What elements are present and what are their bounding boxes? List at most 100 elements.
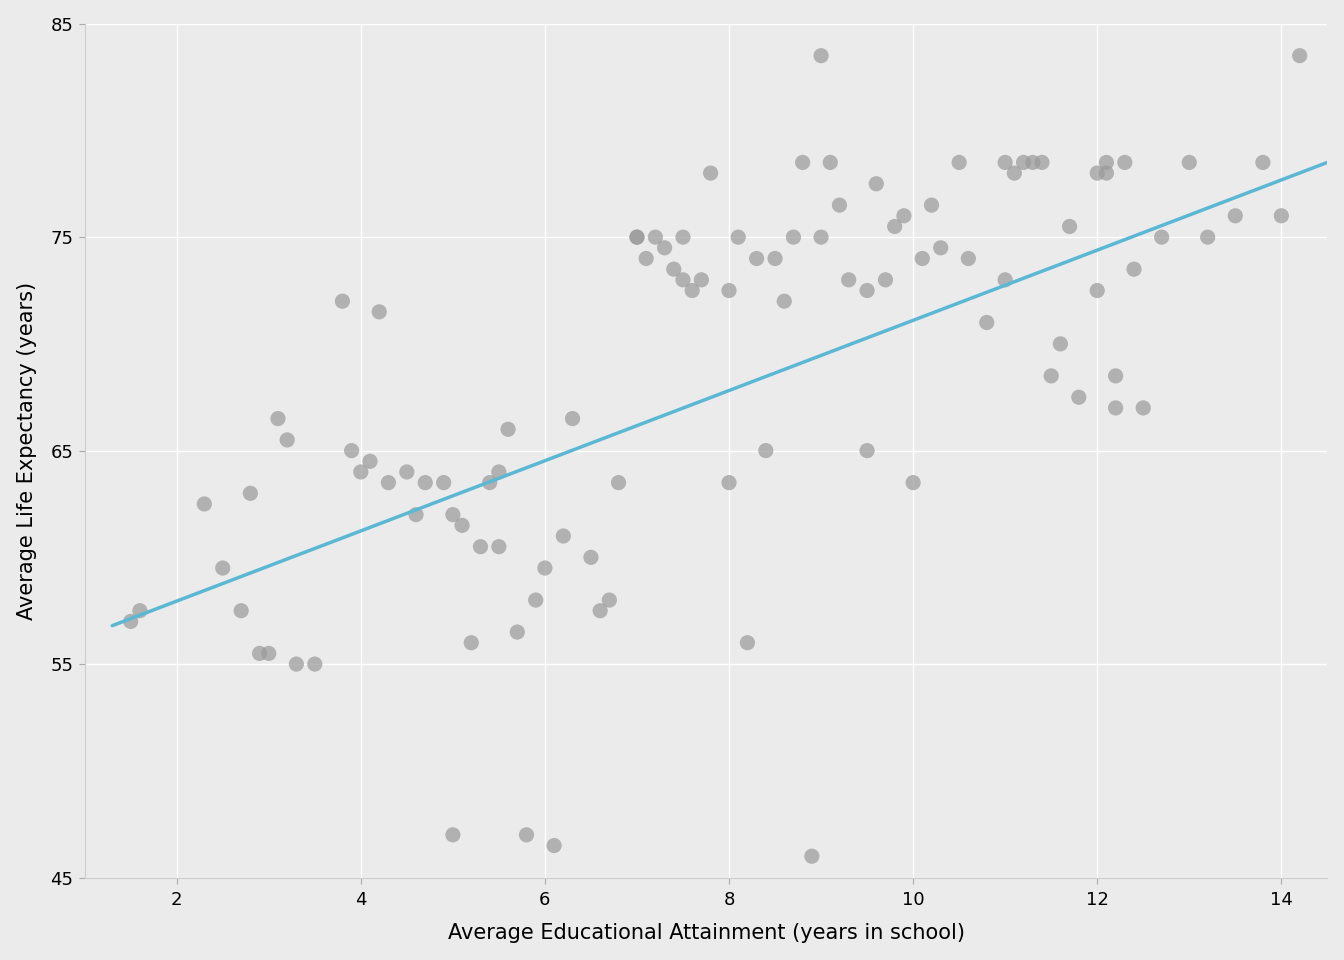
Point	[1289, 48, 1310, 63]
Point	[810, 48, 832, 63]
Point	[469, 539, 491, 554]
Point	[1105, 369, 1126, 384]
Point	[755, 443, 777, 458]
Point	[1179, 155, 1200, 170]
Point	[1086, 165, 1107, 180]
Point	[368, 304, 390, 320]
Point	[837, 272, 859, 287]
Point	[856, 283, 878, 299]
Point	[497, 421, 519, 437]
Point	[1114, 155, 1136, 170]
Point	[653, 240, 675, 255]
Point	[239, 486, 261, 501]
Point	[1253, 155, 1274, 170]
Point	[1095, 165, 1117, 180]
Point	[1068, 390, 1090, 405]
Point	[349, 465, 371, 480]
Point	[478, 475, 500, 491]
Point	[396, 465, 418, 480]
Point	[534, 561, 555, 576]
Point	[774, 294, 796, 309]
Point	[949, 155, 970, 170]
Point	[866, 176, 887, 191]
Point	[1050, 336, 1071, 351]
Point	[194, 496, 215, 512]
Point	[636, 251, 657, 266]
Point	[810, 229, 832, 245]
Point	[581, 550, 602, 565]
Point	[976, 315, 997, 330]
Point	[461, 636, 482, 651]
Point	[543, 838, 564, 853]
Point	[700, 165, 722, 180]
Point	[1224, 208, 1246, 224]
Point	[995, 272, 1016, 287]
Point	[856, 443, 878, 458]
Point	[1013, 155, 1035, 170]
Point	[562, 411, 583, 426]
Point	[672, 272, 694, 287]
Point	[452, 517, 473, 533]
Point	[120, 613, 141, 629]
Point	[607, 475, 629, 491]
Point	[894, 208, 915, 224]
Point	[359, 454, 380, 469]
Point	[433, 475, 454, 491]
Point	[1124, 261, 1145, 276]
Point	[1059, 219, 1081, 234]
Point	[727, 229, 749, 245]
Point	[129, 603, 151, 618]
Point	[1270, 208, 1292, 224]
Point	[1040, 369, 1062, 384]
Point	[249, 646, 270, 661]
Point	[765, 251, 786, 266]
Point	[488, 465, 509, 480]
Point	[286, 657, 308, 672]
Point	[911, 251, 933, 266]
Point	[626, 229, 648, 245]
Point	[488, 539, 509, 554]
Point	[1105, 400, 1126, 416]
Point	[681, 283, 703, 299]
Point	[507, 624, 528, 639]
Point	[875, 272, 896, 287]
Point	[746, 251, 767, 266]
Point	[230, 603, 251, 618]
Point	[663, 261, 684, 276]
Point	[341, 443, 363, 458]
Point	[258, 646, 280, 661]
Point	[1133, 400, 1154, 416]
Point	[378, 475, 399, 491]
Y-axis label: Average Life Expectancy (years): Average Life Expectancy (years)	[16, 281, 36, 619]
Point	[718, 475, 739, 491]
Point	[552, 528, 574, 543]
Point	[902, 475, 923, 491]
X-axis label: Average Educational Attainment (years in school): Average Educational Attainment (years in…	[448, 924, 965, 944]
Point	[737, 636, 758, 651]
Point	[691, 272, 712, 287]
Point	[718, 283, 739, 299]
Point	[598, 592, 620, 608]
Point	[1031, 155, 1052, 170]
Point	[516, 828, 538, 843]
Point	[590, 603, 612, 618]
Point	[1095, 155, 1117, 170]
Point	[1021, 155, 1043, 170]
Point	[995, 155, 1016, 170]
Point	[829, 198, 851, 213]
Point	[1004, 165, 1025, 180]
Point	[277, 432, 298, 447]
Point	[957, 251, 978, 266]
Point	[442, 828, 464, 843]
Point	[414, 475, 435, 491]
Point	[332, 294, 353, 309]
Point	[782, 229, 804, 245]
Point	[1150, 229, 1172, 245]
Point	[267, 411, 289, 426]
Point	[526, 592, 547, 608]
Point	[442, 507, 464, 522]
Point	[406, 507, 427, 522]
Point	[1198, 229, 1219, 245]
Point	[921, 198, 942, 213]
Point	[801, 849, 823, 864]
